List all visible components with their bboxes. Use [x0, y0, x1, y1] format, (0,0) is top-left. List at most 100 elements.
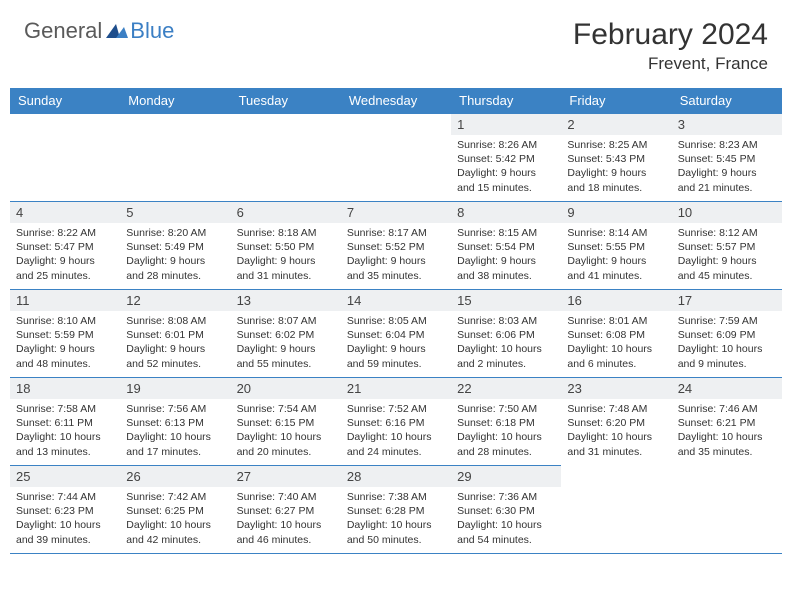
- calendar-cell: 5Sunrise: 8:20 AMSunset: 5:49 PMDaylight…: [120, 202, 230, 290]
- calendar-cell: 25Sunrise: 7:44 AMSunset: 6:23 PMDayligh…: [10, 466, 120, 554]
- calendar-cell: 1Sunrise: 8:26 AMSunset: 5:42 PMDaylight…: [451, 114, 561, 202]
- day-number: 24: [672, 378, 782, 399]
- calendar-row: 25Sunrise: 7:44 AMSunset: 6:23 PMDayligh…: [10, 466, 782, 554]
- day-content: Sunrise: 7:48 AMSunset: 6:20 PMDaylight:…: [561, 399, 671, 465]
- day-content: Sunrise: 7:50 AMSunset: 6:18 PMDaylight:…: [451, 399, 561, 465]
- calendar-row: 11Sunrise: 8:10 AMSunset: 5:59 PMDayligh…: [10, 290, 782, 378]
- calendar-cell: 12Sunrise: 8:08 AMSunset: 6:01 PMDayligh…: [120, 290, 230, 378]
- calendar-cell: 21Sunrise: 7:52 AMSunset: 6:16 PMDayligh…: [341, 378, 451, 466]
- day-content: Sunrise: 7:54 AMSunset: 6:15 PMDaylight:…: [231, 399, 341, 465]
- day-header-row: SundayMondayTuesdayWednesdayThursdayFrid…: [10, 88, 782, 114]
- day-content: Sunrise: 8:23 AMSunset: 5:45 PMDaylight:…: [672, 135, 782, 201]
- day-content: Sunrise: 7:44 AMSunset: 6:23 PMDaylight:…: [10, 487, 120, 553]
- day-number: 18: [10, 378, 120, 399]
- calendar-table: SundayMondayTuesdayWednesdayThursdayFrid…: [10, 88, 782, 558]
- day-content: Sunrise: 7:59 AMSunset: 6:09 PMDaylight:…: [672, 311, 782, 377]
- header: General Blue February 2024 Frevent, Fran…: [0, 0, 792, 82]
- day-header: Tuesday: [231, 88, 341, 114]
- day-content: Sunrise: 7:36 AMSunset: 6:30 PMDaylight:…: [451, 487, 561, 553]
- day-content: Sunrise: 8:18 AMSunset: 5:50 PMDaylight:…: [231, 223, 341, 289]
- day-number: 14: [341, 290, 451, 311]
- calendar-cell: 26Sunrise: 7:42 AMSunset: 6:25 PMDayligh…: [120, 466, 230, 554]
- calendar-cell: 9Sunrise: 8:14 AMSunset: 5:55 PMDaylight…: [561, 202, 671, 290]
- calendar-cell: 2Sunrise: 8:25 AMSunset: 5:43 PMDaylight…: [561, 114, 671, 202]
- calendar-cell: 7Sunrise: 8:17 AMSunset: 5:52 PMDaylight…: [341, 202, 451, 290]
- day-number: 4: [10, 202, 120, 223]
- day-header: Monday: [120, 88, 230, 114]
- calendar-cell: 8Sunrise: 8:15 AMSunset: 5:54 PMDaylight…: [451, 202, 561, 290]
- calendar-row: 4Sunrise: 8:22 AMSunset: 5:47 PMDaylight…: [10, 202, 782, 290]
- day-number: 20: [231, 378, 341, 399]
- day-content: Sunrise: 8:05 AMSunset: 6:04 PMDaylight:…: [341, 311, 451, 377]
- calendar-cell: 11Sunrise: 8:10 AMSunset: 5:59 PMDayligh…: [10, 290, 120, 378]
- month-title: February 2024: [573, 18, 768, 52]
- day-content: Sunrise: 8:07 AMSunset: 6:02 PMDaylight:…: [231, 311, 341, 377]
- day-header: Friday: [561, 88, 671, 114]
- day-content: Sunrise: 8:17 AMSunset: 5:52 PMDaylight:…: [341, 223, 451, 289]
- day-content: Sunrise: 7:56 AMSunset: 6:13 PMDaylight:…: [120, 399, 230, 465]
- day-header: Saturday: [672, 88, 782, 114]
- day-number: 1: [451, 114, 561, 135]
- day-header: Wednesday: [341, 88, 451, 114]
- calendar-cell: 20Sunrise: 7:54 AMSunset: 6:15 PMDayligh…: [231, 378, 341, 466]
- day-content: Sunrise: 8:03 AMSunset: 6:06 PMDaylight:…: [451, 311, 561, 377]
- calendar-cell: 27Sunrise: 7:40 AMSunset: 6:27 PMDayligh…: [231, 466, 341, 554]
- day-number: 5: [120, 202, 230, 223]
- day-number: 28: [341, 466, 451, 487]
- day-number: 17: [672, 290, 782, 311]
- day-number: 26: [120, 466, 230, 487]
- day-content: Sunrise: 7:46 AMSunset: 6:21 PMDaylight:…: [672, 399, 782, 465]
- day-content: Sunrise: 8:25 AMSunset: 5:43 PMDaylight:…: [561, 135, 671, 201]
- day-content: Sunrise: 7:38 AMSunset: 6:28 PMDaylight:…: [341, 487, 451, 553]
- calendar-cell: [341, 114, 451, 202]
- day-content: Sunrise: 7:52 AMSunset: 6:16 PMDaylight:…: [341, 399, 451, 465]
- location: Frevent, France: [573, 54, 768, 74]
- day-number: 29: [451, 466, 561, 487]
- day-number: 11: [10, 290, 120, 311]
- day-number: 25: [10, 466, 120, 487]
- calendar-row: 18Sunrise: 7:58 AMSunset: 6:11 PMDayligh…: [10, 378, 782, 466]
- day-number: 15: [451, 290, 561, 311]
- day-number: 13: [231, 290, 341, 311]
- day-content: Sunrise: 7:42 AMSunset: 6:25 PMDaylight:…: [120, 487, 230, 553]
- calendar-cell: 18Sunrise: 7:58 AMSunset: 6:11 PMDayligh…: [10, 378, 120, 466]
- day-content: Sunrise: 8:14 AMSunset: 5:55 PMDaylight:…: [561, 223, 671, 289]
- calendar-cell: [10, 114, 120, 202]
- calendar-cell: 15Sunrise: 8:03 AMSunset: 6:06 PMDayligh…: [451, 290, 561, 378]
- day-number: 12: [120, 290, 230, 311]
- logo-mark-icon: [106, 22, 128, 40]
- day-number: 6: [231, 202, 341, 223]
- day-number: 2: [561, 114, 671, 135]
- day-content: Sunrise: 8:26 AMSunset: 5:42 PMDaylight:…: [451, 135, 561, 201]
- logo-text-general: General: [24, 18, 102, 44]
- title-block: February 2024 Frevent, France: [573, 18, 768, 74]
- day-number: 19: [120, 378, 230, 399]
- day-content: Sunrise: 8:12 AMSunset: 5:57 PMDaylight:…: [672, 223, 782, 289]
- day-number: 10: [672, 202, 782, 223]
- calendar-cell: 3Sunrise: 8:23 AMSunset: 5:45 PMDaylight…: [672, 114, 782, 202]
- calendar-cell: 4Sunrise: 8:22 AMSunset: 5:47 PMDaylight…: [10, 202, 120, 290]
- day-content: Sunrise: 8:10 AMSunset: 5:59 PMDaylight:…: [10, 311, 120, 377]
- calendar-cell: [561, 466, 671, 554]
- day-content: Sunrise: 7:40 AMSunset: 6:27 PMDaylight:…: [231, 487, 341, 553]
- day-number: 23: [561, 378, 671, 399]
- calendar-cell: 13Sunrise: 8:07 AMSunset: 6:02 PMDayligh…: [231, 290, 341, 378]
- calendar-cell: [120, 114, 230, 202]
- calendar-cell: [672, 466, 782, 554]
- calendar-cell: 17Sunrise: 7:59 AMSunset: 6:09 PMDayligh…: [672, 290, 782, 378]
- logo-text-blue: Blue: [130, 18, 174, 44]
- day-number: 9: [561, 202, 671, 223]
- calendar-cell: 29Sunrise: 7:36 AMSunset: 6:30 PMDayligh…: [451, 466, 561, 554]
- day-content: Sunrise: 8:15 AMSunset: 5:54 PMDaylight:…: [451, 223, 561, 289]
- day-number: 22: [451, 378, 561, 399]
- day-number: 7: [341, 202, 451, 223]
- calendar-cell: 22Sunrise: 7:50 AMSunset: 6:18 PMDayligh…: [451, 378, 561, 466]
- day-content: Sunrise: 8:08 AMSunset: 6:01 PMDaylight:…: [120, 311, 230, 377]
- day-content: Sunrise: 8:22 AMSunset: 5:47 PMDaylight:…: [10, 223, 120, 289]
- day-number: 8: [451, 202, 561, 223]
- calendar-cell: 14Sunrise: 8:05 AMSunset: 6:04 PMDayligh…: [341, 290, 451, 378]
- calendar-cell: [231, 114, 341, 202]
- calendar-cell: 19Sunrise: 7:56 AMSunset: 6:13 PMDayligh…: [120, 378, 230, 466]
- calendar-cell: 6Sunrise: 8:18 AMSunset: 5:50 PMDaylight…: [231, 202, 341, 290]
- calendar-cell: 16Sunrise: 8:01 AMSunset: 6:08 PMDayligh…: [561, 290, 671, 378]
